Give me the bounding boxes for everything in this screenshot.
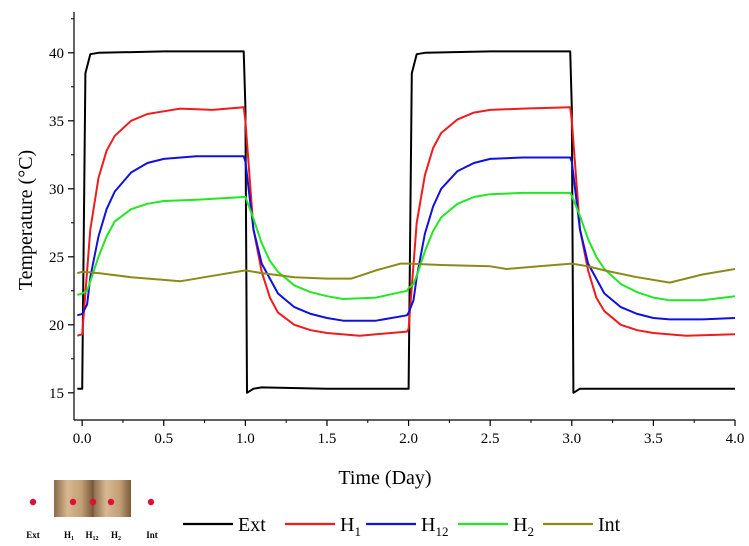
y-ticks: 15 20 25 30 35 40 [49, 18, 74, 402]
x-tick-label: 2.5 [481, 431, 500, 447]
y-tick-label: 35 [49, 114, 64, 130]
x-tick-label: 0.0 [73, 431, 92, 447]
axes: 15 20 25 30 35 40 0.0 0.5 1.0 1.5 2.0 2.5 3.0 3.5 4.0 [49, 12, 744, 447]
legend-label-int: Int [598, 514, 621, 536]
legend-label-h1: H1 [340, 514, 361, 539]
x-tick-label: 0.5 [154, 431, 173, 447]
y-tick-label: 25 [49, 250, 64, 266]
x-tick-label: 4.0 [726, 431, 745, 447]
diagram-label-h2: H2 [111, 530, 121, 542]
x-axis-title: Time (Day) [338, 467, 431, 489]
legend-item-ext: Ext [183, 514, 266, 536]
legend-item-int: Int [543, 514, 621, 536]
series-line-int [77, 262, 736, 284]
y-axis-title: Temperature (°C) [15, 150, 37, 290]
y-tick-label: 30 [49, 182, 64, 198]
legend-item-h1: H1 [285, 514, 361, 539]
wall-diagram: Ext H1 H12 H2 Int [26, 480, 158, 542]
diagram-label-h12: H12 [85, 530, 98, 542]
x-ticks: 0.0 0.5 1.0 1.5 2.0 2.5 3.0 3.5 4.0 [73, 420, 745, 447]
legend-label-h2: H2 [513, 514, 534, 539]
sensor-dot-int [147, 498, 155, 506]
x-tick-label: 1.0 [236, 431, 255, 447]
wall-layer-right [93, 480, 131, 517]
legend-label-h12: H12 [421, 514, 448, 539]
series-line-h1 [77, 106, 736, 337]
legend-item-h12: H12 [366, 514, 448, 539]
series-line-h12 [77, 155, 736, 322]
x-tick-label: 1.5 [318, 431, 337, 447]
legend-item-h2: H2 [458, 514, 534, 539]
legend-label-ext: Ext [238, 514, 266, 536]
sensor-dot-h12 [89, 498, 97, 506]
sensor-dot-ext [29, 498, 37, 506]
legend: Ext H1 H12 H2 Int [183, 514, 621, 539]
diagram-label-h1: H1 [64, 530, 74, 542]
series-layer [77, 50, 736, 394]
sensor-dot-h1 [69, 498, 77, 506]
y-tick-label: 15 [49, 386, 64, 402]
diagram-label-int: Int [146, 530, 158, 540]
series-line-h2 [77, 191, 736, 302]
x-tick-label: 3.0 [562, 431, 581, 447]
y-tick-label: 40 [49, 46, 64, 62]
sensor-dot-h2 [107, 498, 115, 506]
diagram-label-ext: Ext [26, 530, 40, 540]
y-tick-label: 20 [49, 318, 64, 334]
series-line-ext [77, 50, 735, 394]
x-tick-label: 2.0 [399, 431, 418, 447]
x-tick-label: 3.5 [644, 431, 663, 447]
plot-area [77, 50, 736, 394]
wall-layer-left [54, 480, 93, 517]
